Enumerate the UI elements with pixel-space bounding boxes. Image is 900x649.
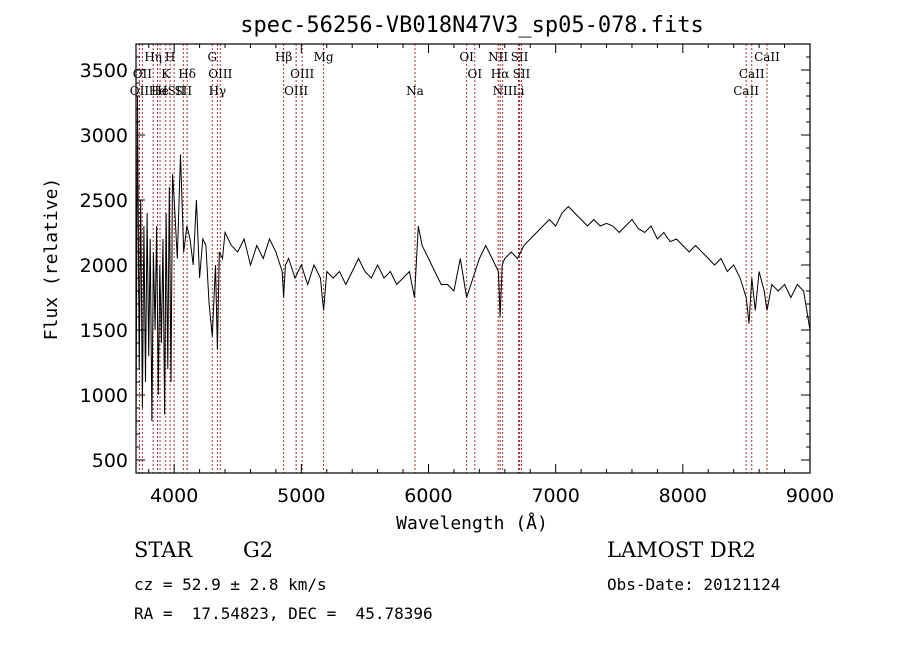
x-tick-label: 6000: [404, 485, 452, 507]
spectrum-line: [135, 95, 811, 435]
spectral-line-label: Hδ: [178, 67, 196, 81]
spectral-line-label: G: [208, 50, 218, 64]
spectral-line-label: Hβ: [275, 50, 292, 64]
spectral-line-label: SII: [513, 67, 531, 81]
spectral-line-label: NII: [488, 50, 508, 64]
spectral-line-label: H: [165, 50, 175, 64]
spectral-line-label: SII: [174, 84, 192, 98]
spectral-line-label: Mg: [314, 50, 334, 64]
spectral-line-label: Hγ: [209, 84, 227, 98]
spectral-line-label: OI: [459, 50, 474, 64]
spectral-line-label: NII: [493, 84, 513, 98]
spectral-line-label: He: [149, 84, 167, 98]
redshift-readout: cz = 52.9 ± 2.8 km/s: [134, 575, 327, 594]
y-tick-label: 3500: [80, 60, 128, 82]
y-axis-label: Flux (relative): [41, 178, 62, 341]
y-tick-label: 2500: [80, 190, 128, 212]
y-tick-label: 500: [92, 450, 128, 472]
spectral-line-label: CaII: [733, 84, 759, 98]
x-tick-label: 7000: [531, 485, 579, 507]
spectral-line-label: OI: [467, 67, 482, 81]
spectral-line-label: Hα: [491, 67, 510, 81]
spectral-line-label: He: [151, 84, 169, 98]
spectral-line-label: K: [161, 67, 171, 81]
spectral-line-label: OIII: [290, 67, 314, 81]
spectral-line-label: SII: [511, 50, 529, 64]
coordinates: RA = 17.54823, DEC = 45.78396: [134, 604, 433, 623]
x-axis-label: Wavelength (Å): [396, 512, 548, 534]
y-tick-label: 3000: [80, 125, 128, 147]
spectral-line-label: OII: [130, 84, 150, 98]
x-tick-label: 4000: [150, 485, 198, 507]
x-tick-label: 9000: [786, 485, 834, 507]
x-tick-label: 5000: [277, 485, 325, 507]
obs-date: Obs-Date: 20121124: [607, 575, 781, 594]
spectral-line-label: Na: [406, 84, 424, 98]
y-tick-label: 1000: [80, 385, 128, 407]
spectral-line-label: ISII: [163, 84, 186, 98]
line-markers: [138, 44, 768, 473]
y-tick-label: 1500: [80, 320, 128, 342]
spectral-line-label: OIII: [208, 67, 232, 81]
survey-name: LAMOST DR2: [607, 538, 756, 562]
y-tick-label: 2000: [80, 255, 128, 277]
y-axis: 500 1000 1500 2000 2500 3000 3500: [80, 56, 810, 472]
spectral-line-label: Hη: [144, 50, 162, 64]
spectral-line-label: Li: [513, 84, 525, 98]
spectral-line-label: CaII: [739, 67, 765, 81]
spectral-line-label: OIII: [284, 84, 308, 98]
x-tick-label: 8000: [659, 485, 707, 507]
plot-frame: [135, 43, 811, 474]
object-subclass: G2: [243, 538, 274, 562]
object-class: STAR: [134, 538, 193, 562]
line-labels: OIIOIIHηHeHeKHISIISIIHδGHγOIIIHβOIIIOIII…: [130, 50, 780, 98]
chart-title: spec-56256-VB018N47V3_sp05-078.fits: [240, 13, 704, 38]
spectral-line-label: CaII: [754, 50, 780, 64]
x-axis: 4000 5000 6000 7000 8000 9000: [148, 44, 834, 507]
